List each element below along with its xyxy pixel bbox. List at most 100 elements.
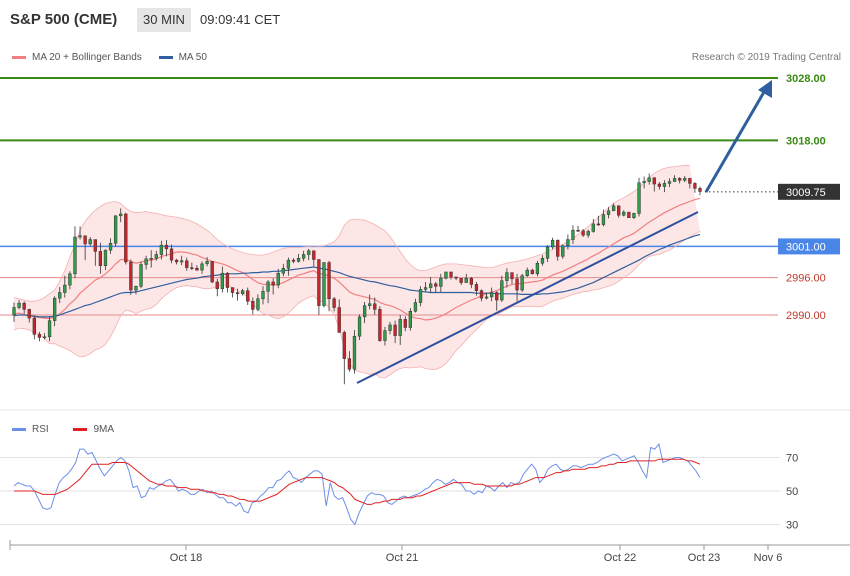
candle-body <box>266 281 270 292</box>
candle-body <box>469 277 473 285</box>
candle-body <box>149 257 153 260</box>
legend-ma50: MA 50 <box>158 52 207 63</box>
candle-body <box>200 263 204 271</box>
candle-body <box>129 261 133 291</box>
candle-body <box>439 277 443 287</box>
bollinger-upper-line <box>13 164 690 302</box>
candle-body <box>423 287 428 290</box>
candle-body <box>37 334 42 338</box>
rsi-series-9ma <box>14 458 701 505</box>
candle-body <box>322 262 326 306</box>
candle-body <box>530 269 534 275</box>
price-legend: MA 20 + Bollinger Bands MA 50 <box>12 52 207 63</box>
candle-body <box>454 276 458 279</box>
candle-body <box>164 244 169 250</box>
candle-body <box>576 229 580 232</box>
candle-body <box>119 213 123 217</box>
candle-body <box>698 188 702 192</box>
candle-body <box>622 211 626 216</box>
candle-body <box>545 246 550 259</box>
candle-body <box>683 178 687 181</box>
price-level-label: 3009.75 <box>786 187 826 199</box>
candle-body <box>180 260 184 263</box>
candle-body <box>403 319 407 328</box>
candle-body <box>88 239 92 245</box>
candle-body <box>642 181 646 184</box>
price-level-label: 3028.00 <box>786 73 826 85</box>
candle-body <box>256 298 260 310</box>
candle-body <box>301 254 306 259</box>
interval-selector[interactable]: 30 MIN <box>137 8 191 32</box>
candle-body <box>352 335 357 370</box>
candle-body <box>220 272 224 290</box>
candle-body <box>627 211 631 218</box>
candle-body <box>174 259 179 263</box>
candle-body <box>510 272 514 280</box>
candle-body <box>464 277 468 283</box>
x-tick-label: Nov 6 <box>754 552 783 564</box>
candle-body <box>68 273 72 286</box>
legend-9ma: 9MA <box>73 424 114 435</box>
candle-body <box>444 271 448 279</box>
candle-body <box>378 309 382 341</box>
candle-body <box>347 358 352 370</box>
candle-body <box>678 178 682 181</box>
candle-body <box>169 248 174 261</box>
legend-rsi: RSI <box>12 424 49 435</box>
candle-body <box>388 324 392 331</box>
candle-body <box>652 177 656 185</box>
candle-body <box>581 230 585 236</box>
candle-body <box>413 302 418 312</box>
candle-body <box>281 267 285 274</box>
projection-arrow-head <box>758 80 772 98</box>
candle-body <box>357 316 362 337</box>
candle-body <box>12 307 16 316</box>
candle-body <box>657 183 661 187</box>
candle-body <box>688 178 692 184</box>
candle-body <box>525 269 529 276</box>
ma20-line <box>13 197 701 321</box>
candle-body <box>429 283 433 288</box>
candle-body <box>667 181 672 184</box>
candle-body <box>586 231 590 236</box>
candle-body <box>17 302 21 308</box>
candle-body <box>591 223 595 232</box>
candle-body <box>571 229 575 240</box>
timestamp: 09:09:41 CET <box>200 12 281 27</box>
candle-body <box>205 261 209 265</box>
candle-body <box>83 235 87 245</box>
candle-body <box>58 292 62 299</box>
price-level-label-bg <box>778 183 840 200</box>
candle-body <box>241 290 245 295</box>
candle-body <box>637 182 641 214</box>
projection-arrow-shaft <box>704 91 766 193</box>
candle-body <box>368 303 372 306</box>
ma50-line <box>13 233 701 318</box>
candle-body <box>291 259 296 262</box>
x-tick-label: Oct 23 <box>688 552 720 564</box>
candle-body <box>73 236 77 275</box>
copyright-text: Research © 2019 Trading Central <box>691 52 841 63</box>
chart-header: S&P 500 (CME) 30 MIN 09:09:41 CET <box>0 0 850 40</box>
candle-body <box>225 272 230 288</box>
candle-body <box>134 286 138 291</box>
candle-body <box>495 292 499 301</box>
candle-body <box>195 267 199 271</box>
price-level-label: 3001.00 <box>786 241 826 253</box>
rsi-legend: RSI 9MA <box>12 424 114 435</box>
candle-body <box>342 332 346 359</box>
bollinger-band <box>14 165 700 378</box>
candle-body <box>246 290 250 302</box>
candle-body <box>271 281 275 286</box>
candle-body <box>337 307 341 333</box>
candle-body <box>490 292 494 298</box>
candle-body <box>215 281 219 290</box>
x-tick-label: Oct 22 <box>604 552 636 564</box>
x-tick-label: Oct 18 <box>170 552 202 564</box>
candle-body <box>42 336 47 339</box>
price-level-label-bg <box>778 238 840 255</box>
candle-body <box>484 296 489 299</box>
candle-body <box>312 250 316 260</box>
candle-body <box>500 280 504 301</box>
